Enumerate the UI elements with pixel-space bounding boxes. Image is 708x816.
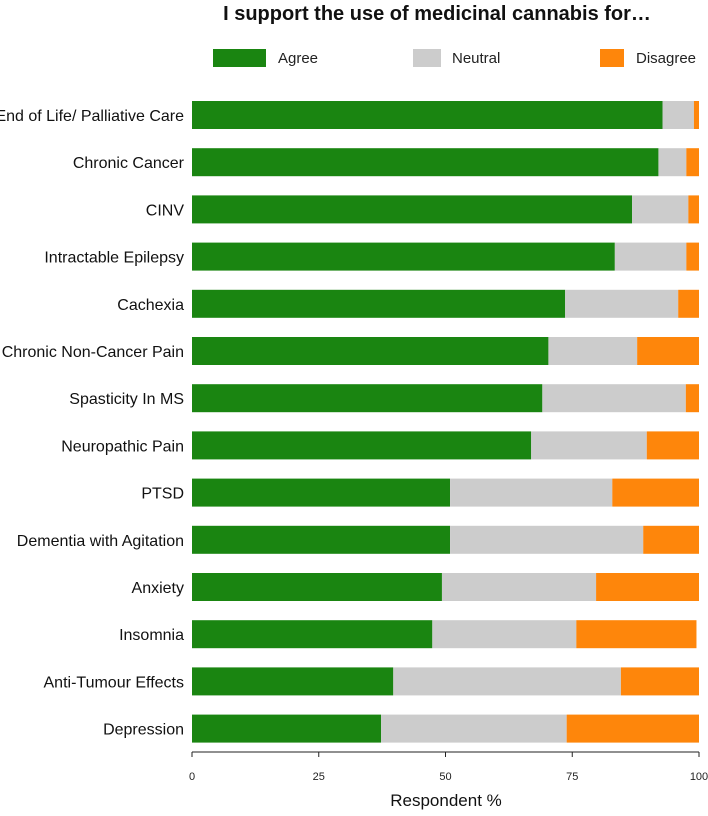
plot-area — [192, 101, 699, 743]
bar-anti-tumour-effects-disagree — [620, 667, 699, 696]
x-tick-label: 100 — [690, 771, 708, 783]
legend-swatch-neutral — [413, 49, 441, 67]
category-label: Chronic Cancer — [73, 155, 185, 172]
bar-anxiety-neutral — [441, 573, 597, 601]
bar-depression-agree — [192, 714, 382, 743]
bar-neuropathic-pain-neutral — [531, 431, 647, 460]
category-label: Cachexia — [117, 297, 184, 314]
bar-depression-disagree — [566, 714, 699, 743]
category-label: Intractable Epilepsy — [44, 250, 184, 267]
bar-spasticity-in-ms-disagree — [685, 384, 699, 413]
bar-cinv-agree — [192, 195, 633, 224]
category-label: Anti-Tumour Effects — [44, 674, 185, 691]
bar-cinv-neutral — [632, 195, 689, 224]
category-label: End of Life/ Palliative Care — [0, 108, 184, 125]
bar-intractable-epilepsy-neutral — [614, 242, 687, 271]
category-label: Neuropathic Pain — [61, 438, 184, 455]
bar-intractable-epilepsy-disagree — [686, 242, 699, 271]
chart-title: I support the use of medicinal cannabis … — [223, 3, 651, 25]
bar-depression-neutral — [381, 714, 567, 743]
bar-insomnia-agree — [192, 620, 433, 649]
bar-ptsd-agree — [192, 478, 451, 507]
bar-chronic-non-cancer-pain-agree — [192, 337, 549, 365]
bar-dementia-with-agitation-agree — [192, 525, 451, 554]
bar-cachexia-neutral — [565, 289, 679, 318]
legend-swatch-agree — [213, 49, 266, 67]
legend-label-disagree: Disagree — [636, 50, 696, 67]
bar-chronic-non-cancer-pain-disagree — [637, 337, 699, 365]
x-tick-label: 50 — [439, 771, 451, 783]
category-label: CINV — [146, 202, 185, 219]
bar-cinv-disagree — [688, 195, 699, 224]
bar-anxiety-agree — [192, 573, 442, 601]
bar-chronic-cancer-agree — [192, 148, 659, 177]
bar-dementia-with-agitation-disagree — [643, 525, 699, 554]
x-tick-label: 25 — [313, 771, 325, 783]
x-tick-label: 75 — [566, 771, 578, 783]
bar-cachexia-disagree — [678, 289, 699, 318]
category-label: Spasticity In MS — [69, 391, 184, 408]
x-axis-ticks: 0 25 50 75 100 — [189, 752, 708, 783]
legend-label-agree: Agree — [278, 50, 318, 67]
bar-end-of-life-palliative-care-agree — [192, 101, 663, 129]
bar-neuropathic-pain-agree — [192, 431, 532, 460]
bar-anti-tumour-effects-agree — [192, 667, 394, 696]
category-label: Dementia with Agitation — [17, 533, 184, 550]
bar-neuropathic-pain-disagree — [646, 431, 699, 460]
bar-intractable-epilepsy-agree — [192, 242, 615, 271]
bar-anti-tumour-effects-neutral — [393, 667, 621, 696]
bar-cachexia-agree — [192, 289, 566, 318]
category-label: Insomnia — [119, 627, 184, 644]
bar-ptsd-neutral — [450, 478, 613, 507]
bar-chronic-non-cancer-pain-neutral — [548, 337, 638, 365]
category-label: Depression — [103, 722, 184, 739]
bar-chronic-cancer-neutral — [658, 148, 687, 177]
bar-chronic-cancer-disagree — [686, 148, 699, 177]
category-label: PTSD — [141, 486, 184, 503]
bar-ptsd-disagree — [612, 478, 699, 507]
legend: Agree Neutral Disagree — [213, 49, 696, 67]
bar-spasticity-in-ms-agree — [192, 384, 543, 413]
x-tick-label: 0 — [189, 771, 195, 783]
category-labels: End of Life/ Palliative Care Chronic Canc… — [0, 108, 185, 739]
bar-end-of-life-palliative-care-neutral — [662, 101, 694, 129]
legend-label-neutral: Neutral — [452, 50, 500, 67]
bar-insomnia-disagree — [576, 620, 697, 649]
x-axis-title: Respondent % — [390, 791, 502, 810]
category-label: Anxiety — [132, 580, 184, 597]
category-label: Chronic Non-Cancer Pain — [2, 344, 184, 361]
bar-anxiety-disagree — [596, 573, 699, 601]
bar-end-of-life-palliative-care-disagree — [693, 101, 699, 129]
bar-insomnia-neutral — [432, 620, 577, 649]
legend-swatch-disagree — [600, 49, 624, 67]
bar-dementia-with-agitation-neutral — [450, 525, 644, 554]
bar-spasticity-in-ms-neutral — [542, 384, 686, 413]
